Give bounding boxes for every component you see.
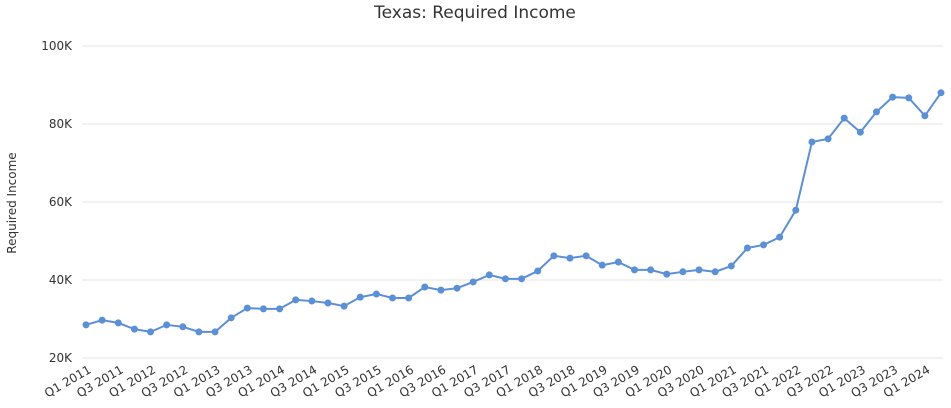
point bbox=[227, 314, 235, 322]
point bbox=[389, 294, 397, 302]
point bbox=[308, 297, 316, 305]
point bbox=[840, 114, 848, 122]
point bbox=[453, 284, 461, 292]
point bbox=[518, 275, 526, 283]
point bbox=[421, 283, 429, 291]
y-tick-label: 100K bbox=[41, 39, 73, 53]
point bbox=[808, 138, 816, 146]
point bbox=[501, 275, 509, 283]
point bbox=[727, 262, 735, 270]
point bbox=[211, 328, 219, 336]
point bbox=[372, 290, 380, 298]
y-tick-label: 40K bbox=[49, 273, 73, 287]
chart-title: Texas: Required Income bbox=[373, 3, 576, 23]
point bbox=[905, 94, 913, 102]
point bbox=[937, 89, 945, 97]
point bbox=[243, 304, 251, 312]
point bbox=[485, 271, 493, 279]
point bbox=[340, 302, 348, 310]
point bbox=[534, 267, 542, 275]
point bbox=[760, 241, 768, 249]
point bbox=[437, 286, 445, 294]
y-axis-title: Required Income bbox=[5, 152, 19, 253]
point bbox=[647, 266, 655, 274]
point bbox=[356, 293, 364, 301]
point bbox=[614, 258, 622, 266]
point bbox=[292, 296, 300, 304]
point bbox=[630, 266, 638, 274]
point bbox=[114, 319, 122, 327]
point bbox=[130, 325, 138, 333]
point bbox=[679, 268, 687, 276]
point bbox=[663, 270, 671, 278]
point bbox=[598, 261, 606, 269]
point bbox=[695, 266, 703, 274]
point bbox=[550, 252, 558, 260]
point bbox=[872, 108, 880, 116]
y-tick-label: 20K bbox=[49, 351, 73, 365]
point bbox=[179, 323, 187, 331]
point bbox=[566, 254, 574, 262]
point bbox=[824, 135, 832, 143]
point bbox=[324, 299, 332, 307]
point bbox=[163, 321, 171, 329]
y-tick-label: 80K bbox=[49, 117, 73, 131]
y-tick-label: 60K bbox=[49, 195, 73, 209]
point bbox=[276, 305, 284, 313]
point bbox=[405, 294, 413, 302]
point bbox=[889, 93, 897, 101]
point bbox=[792, 206, 800, 214]
point bbox=[195, 328, 203, 336]
point bbox=[98, 316, 106, 324]
point bbox=[921, 112, 929, 120]
point bbox=[147, 328, 155, 336]
point bbox=[469, 278, 477, 286]
line bbox=[85, 92, 942, 333]
point bbox=[743, 244, 751, 252]
point bbox=[711, 268, 719, 276]
point bbox=[82, 321, 90, 329]
point bbox=[776, 233, 784, 241]
point bbox=[856, 128, 864, 136]
point bbox=[582, 252, 590, 260]
point bbox=[259, 305, 267, 313]
